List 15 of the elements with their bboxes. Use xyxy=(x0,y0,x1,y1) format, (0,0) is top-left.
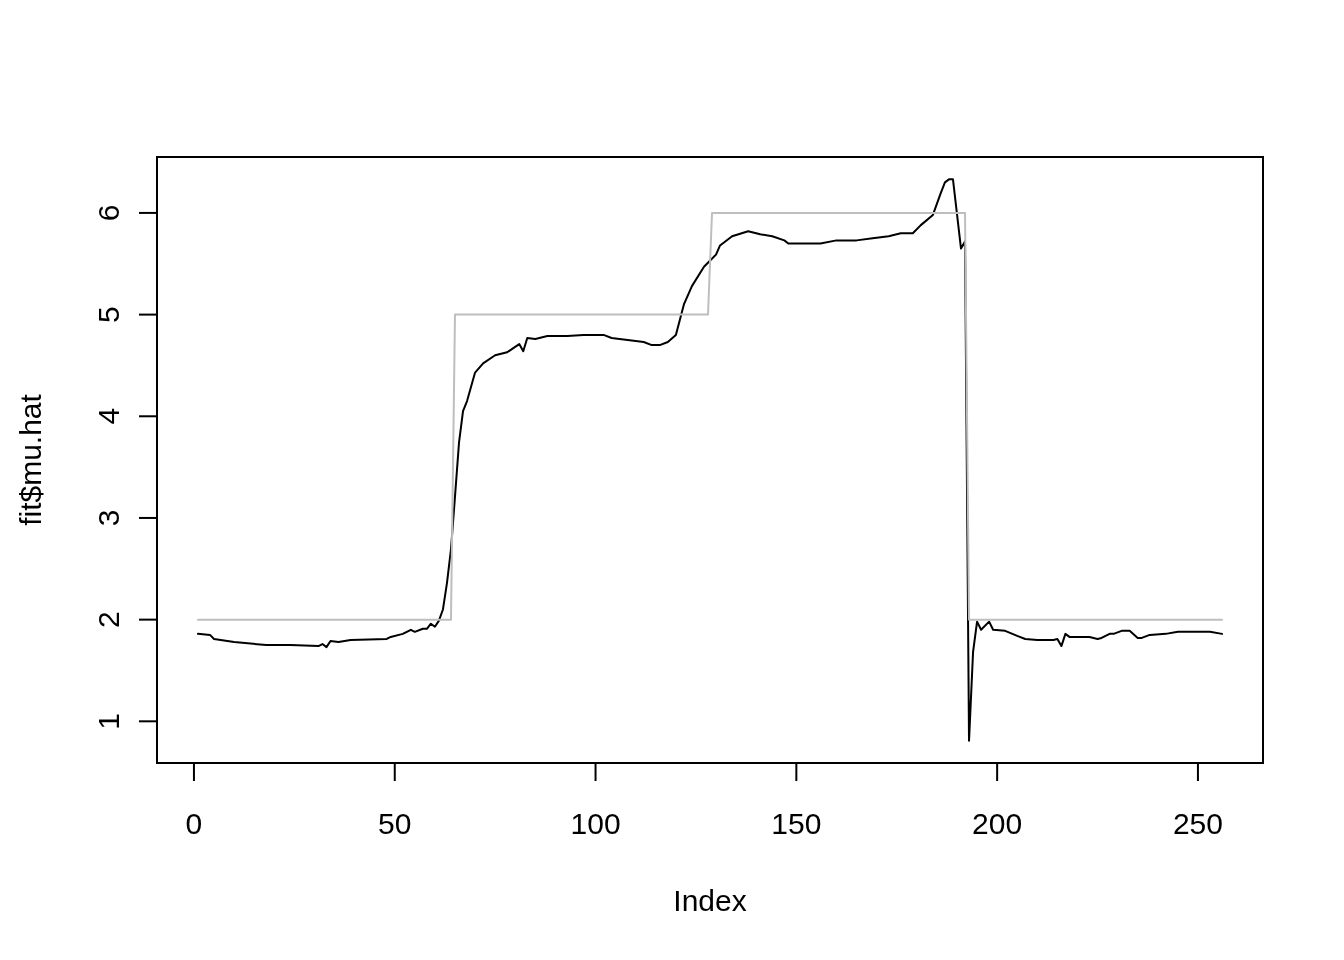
y-tick-label: 2 xyxy=(91,611,125,628)
y-tick-label: 6 xyxy=(91,204,125,222)
y-tick-label: 5 xyxy=(91,306,125,323)
y-tick-label: 3 xyxy=(91,509,125,527)
x-tick-label: 50 xyxy=(378,806,412,840)
x-tick-label: 0 xyxy=(185,806,203,840)
x-tick-label: 100 xyxy=(570,806,621,840)
x-tick-label: 150 xyxy=(771,806,822,840)
x-tick-label: 200 xyxy=(972,806,1023,840)
y-tick-label: 1 xyxy=(91,712,125,730)
y-tick-label: 4 xyxy=(91,407,125,425)
y-axis-title: fit$mu.hat xyxy=(13,393,47,526)
x-axis-title: Index xyxy=(673,883,747,917)
x-tick-label: 250 xyxy=(1172,806,1223,840)
line-series xyxy=(196,178,1224,742)
